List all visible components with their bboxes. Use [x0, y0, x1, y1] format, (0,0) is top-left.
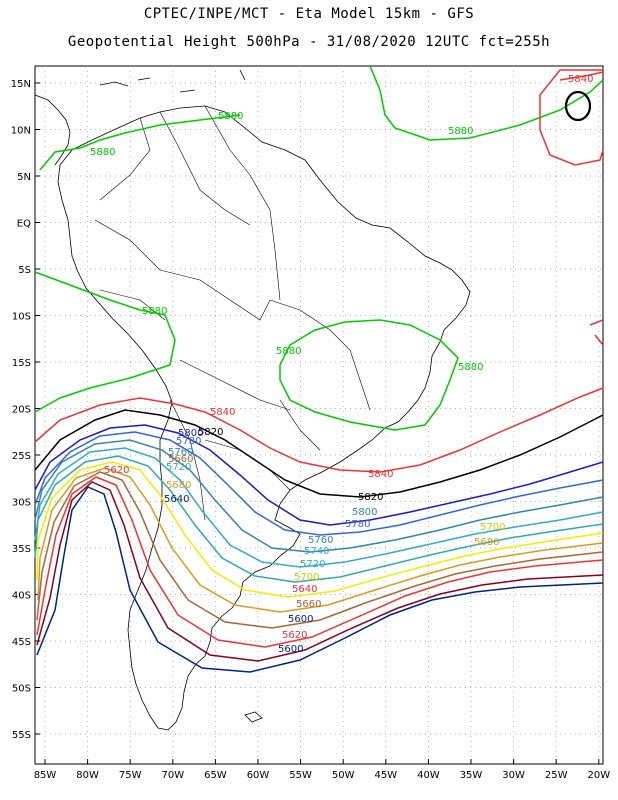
contour-label: 5760 — [308, 535, 333, 546]
contour-5880-brazil — [279, 319, 459, 431]
lon-tick-label: 45W — [374, 770, 397, 781]
contour-label: 5780 — [345, 519, 370, 530]
contour-label: 5600 — [278, 644, 303, 655]
contour-label: 5680 — [166, 480, 191, 491]
contour-5820 — [34, 409, 604, 498]
lat-tick-label: 30S — [12, 498, 31, 509]
contour-label: 5840 — [568, 74, 593, 85]
contour-label: 5840 — [368, 469, 393, 480]
contour-labels: 5880 5880 5880 5880 5880 5880 5840 5840 … — [90, 74, 593, 655]
contour-5780 — [34, 431, 604, 536]
plot-frame — [34, 65, 604, 765]
contour-label: 5880 — [276, 346, 301, 357]
high-center — [564, 90, 592, 122]
contour-label: 5640 — [164, 494, 189, 505]
contour-label: 5620 — [104, 465, 129, 476]
lat-tick-label: 40S — [12, 591, 31, 602]
lon-tick-label: 25W — [545, 770, 568, 781]
contour-5880-north — [369, 65, 604, 141]
lon-tick-label: 65W — [204, 770, 227, 781]
political-borders — [94, 105, 371, 521]
contour-5760 — [34, 439, 604, 553]
contour-label: 5780 — [176, 436, 201, 447]
contour-label: 5820 — [358, 492, 383, 503]
lat-tick-label: 20S — [12, 405, 31, 416]
lat-tick-label: 25S — [12, 451, 31, 462]
contour-label: 5680 — [474, 537, 499, 548]
lat-tick-label: 45S — [12, 637, 31, 648]
contour-5880-caribbean — [39, 114, 241, 171]
contour-5800 — [34, 424, 604, 526]
contour-label: 5640 — [292, 584, 317, 595]
contour-label: 5880 — [90, 147, 115, 158]
contour-label: 5660 — [296, 599, 321, 610]
chart-subtitle: Geopotential Height 500hPa - 31/08/2020 … — [67, 34, 551, 50]
contour-label: 5720 — [300, 559, 325, 570]
chart-title: CPTEC/INPE/MCT - Eta Model 15km - GFS — [143, 6, 475, 22]
lat-tick-label: 5S — [18, 265, 31, 276]
contour-5840-ne-loop — [539, 69, 604, 166]
contour-label: 5820 — [198, 427, 223, 438]
contour-5840 — [34, 387, 604, 473]
lat-tick-label: 55S — [12, 730, 31, 741]
contour-5840-east — [589, 319, 604, 346]
contour-label: 5760 — [168, 447, 193, 458]
contour-label: 5720 — [166, 462, 191, 473]
contour-5700 — [36, 461, 604, 598]
coastlines — [34, 69, 471, 731]
lat-tick-label: 10N — [11, 126, 31, 137]
lat-tick-label: 15N — [11, 79, 31, 90]
central-america-coastline — [34, 94, 71, 166]
contour-label: 5700 — [480, 522, 505, 533]
lon-tick-label: 85W — [34, 770, 57, 781]
lon-tick-label: 55W — [289, 770, 312, 781]
contour-label: 5600 — [288, 614, 313, 625]
contour-label: 5800 — [178, 428, 203, 439]
contour-5640 — [36, 476, 604, 648]
caribbean-islands — [99, 69, 246, 93]
falkland-islands — [244, 711, 263, 723]
lat-tick-label: 50S — [12, 684, 31, 695]
contour-5740 — [34, 447, 604, 568]
lat-tick-label: 35S — [12, 544, 31, 555]
contour-lines — [34, 65, 604, 673]
contour-label: 5880 — [448, 126, 473, 137]
lon-tick-label: 30W — [502, 770, 525, 781]
contour-label: 5620 — [282, 630, 307, 641]
lon-tick-label: 35W — [460, 770, 483, 781]
lon-tick-label: 70W — [161, 770, 184, 781]
lon-tick-label: 40W — [417, 770, 440, 781]
contour-label: 5840 — [210, 407, 235, 418]
contour-5720 — [34, 455, 604, 583]
contour-5880-pacific — [34, 271, 176, 413]
lon-tick-label: 50W — [332, 770, 355, 781]
contour-label: 5740 — [304, 546, 329, 557]
contour-5680 — [37, 467, 604, 613]
lat-tick-label: EQ — [17, 219, 31, 230]
contour-label: 5660 — [168, 454, 193, 465]
contour-label: 5880 — [218, 111, 243, 122]
grid-lines — [35, 66, 603, 764]
contour-label: 5700 — [294, 572, 319, 583]
lon-tick-label: 75W — [119, 770, 142, 781]
contour-label: 5880 — [458, 362, 483, 373]
contour-5620 — [36, 481, 604, 662]
contour-label: 5800 — [352, 507, 377, 518]
contour-label: 5880 — [142, 306, 167, 317]
contour-5660 — [36, 471, 604, 629]
lat-tick-label: 15S — [12, 358, 31, 369]
contour-5600 — [36, 486, 604, 673]
lon-tick-label: 60W — [247, 770, 270, 781]
lon-tick-label: 80W — [76, 770, 99, 781]
axis-ticks: 15N 10N 5N EQ 5S 10S 15S 20S 25S 30S 35S 40S 45S 50S 5… — [11, 79, 610, 781]
lat-tick-label: 5N — [17, 172, 31, 183]
lon-tick-label: 20W — [587, 770, 610, 781]
lat-tick-label: 10S — [12, 312, 31, 323]
